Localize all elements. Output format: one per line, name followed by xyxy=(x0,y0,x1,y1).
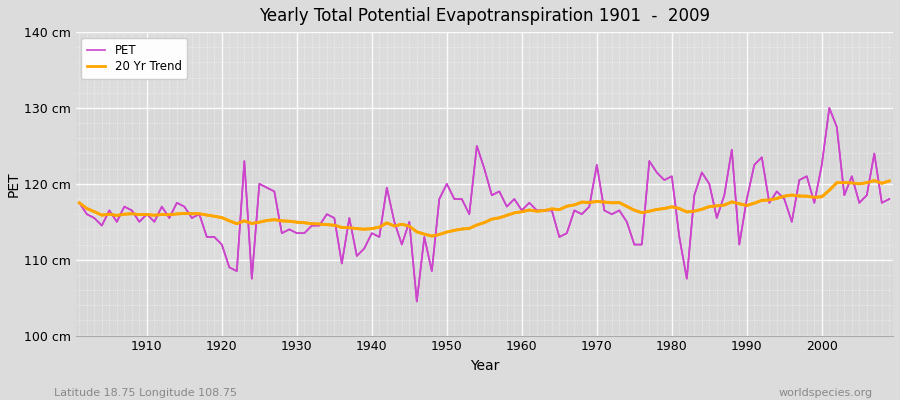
PET xyxy=(524,200,535,205)
20 Yr Trend xyxy=(614,200,625,205)
PET xyxy=(74,200,85,205)
20 Yr Trend xyxy=(524,208,535,212)
Line: 20 Yr Trend: 20 Yr Trend xyxy=(79,181,889,236)
20 Yr Trend xyxy=(868,178,879,183)
Bar xyxy=(76,108,893,184)
PET xyxy=(344,216,355,220)
Bar xyxy=(76,32,893,108)
Text: Latitude 18.75 Longitude 108.75: Latitude 18.75 Longitude 108.75 xyxy=(54,388,237,398)
Bar xyxy=(76,184,893,260)
PET xyxy=(134,219,145,224)
20 Yr Trend xyxy=(134,212,145,217)
PET xyxy=(299,231,310,236)
Line: PET: PET xyxy=(79,108,889,302)
20 Yr Trend xyxy=(74,200,85,205)
20 Yr Trend xyxy=(884,179,895,184)
PET xyxy=(824,106,834,110)
Legend: PET, 20 Yr Trend: PET, 20 Yr Trend xyxy=(82,38,187,79)
PET xyxy=(411,299,422,304)
PET xyxy=(517,208,527,213)
PET xyxy=(884,197,895,202)
Y-axis label: PET: PET xyxy=(7,171,21,197)
Bar xyxy=(76,260,893,336)
20 Yr Trend xyxy=(427,234,437,238)
20 Yr Trend xyxy=(299,220,310,225)
Text: worldspecies.org: worldspecies.org xyxy=(778,388,873,398)
X-axis label: Year: Year xyxy=(470,359,499,373)
20 Yr Trend xyxy=(344,225,355,230)
20 Yr Trend xyxy=(517,209,527,214)
Title: Yearly Total Potential Evapotranspiration 1901  -  2009: Yearly Total Potential Evapotranspiratio… xyxy=(259,7,710,25)
PET xyxy=(614,208,625,213)
